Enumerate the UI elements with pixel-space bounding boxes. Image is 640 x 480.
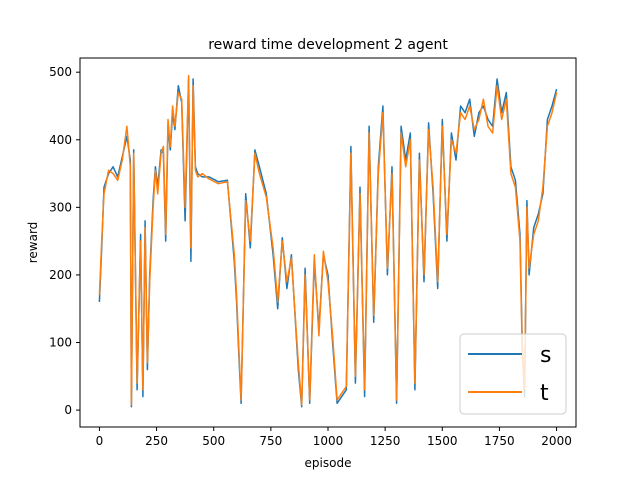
x-tick-label: 500 <box>202 434 225 448</box>
y-tick-label: 500 <box>49 65 72 79</box>
y-tick-label: 0 <box>64 403 72 417</box>
series-line-t <box>98 74 558 406</box>
x-tick-label: 1000 <box>313 434 344 448</box>
legend-label-s: s <box>540 343 551 368</box>
x-tick-label: 1250 <box>370 434 401 448</box>
x-axis: 0 250 500 750 1000 1250 1500 1750 2000 <box>96 427 572 448</box>
y-tick-label: 200 <box>49 268 72 282</box>
x-tick-label: 1500 <box>427 434 458 448</box>
y-axis: 0 100 200 300 400 500 <box>49 65 80 417</box>
legend-label-t: t <box>540 381 549 406</box>
x-tick-label: 250 <box>145 434 168 448</box>
chart-title: reward time development 2 agent <box>208 37 448 53</box>
x-tick-label: 750 <box>259 434 282 448</box>
y-tick-label: 400 <box>49 133 72 147</box>
plot-area: 0 250 500 750 1000 1250 1500 1750 2000 0 100 200 30… <box>49 57 577 448</box>
y-tick-label: 300 <box>49 200 72 214</box>
x-tick-label: 0 <box>96 434 104 448</box>
x-tick-label: 1750 <box>484 434 515 448</box>
legend: st <box>459 333 567 415</box>
y-tick-label: 100 <box>49 336 72 350</box>
y-axis-label: reward <box>26 222 40 264</box>
series-layer <box>98 74 558 408</box>
x-tick-label: 2000 <box>541 434 572 448</box>
x-axis-label: episode <box>305 456 352 470</box>
